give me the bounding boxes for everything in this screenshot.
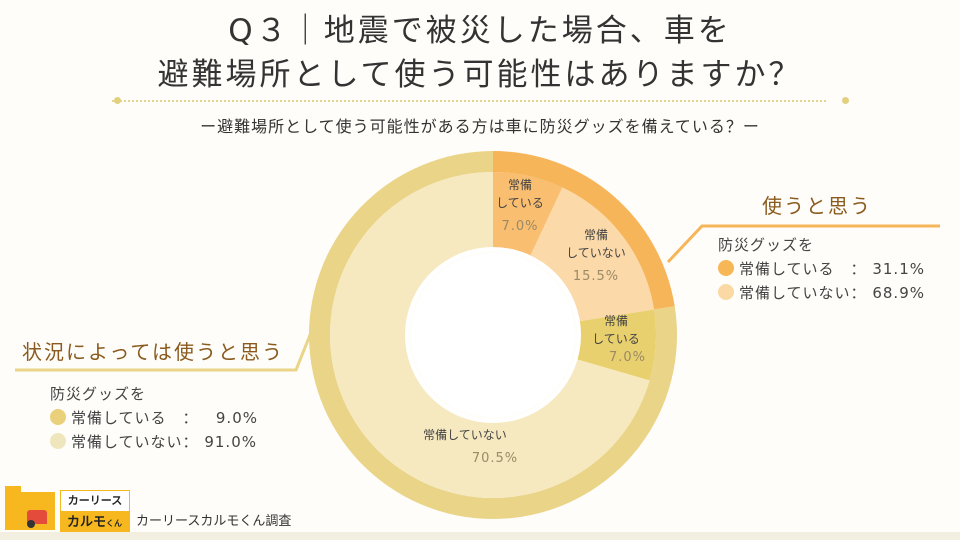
donut-hole — [411, 253, 575, 417]
subtitle: ー避難場所として使う可能性がある方は車に防災グッズを備えている？ー — [200, 117, 760, 136]
legend-item: 常備していない： 68.9% — [718, 281, 925, 305]
inner-ring-segment — [493, 172, 563, 258]
legend-caption: 防災グッズを — [50, 385, 147, 403]
connector-right — [666, 224, 940, 264]
right-group-legend: 防災グッズを 常備している ： 31.1% 常備していない： 68.9% — [718, 233, 925, 305]
legend-item: 常備している ： 9.0% — [50, 406, 258, 430]
legend-dot-icon — [718, 260, 734, 276]
legend-item: 常備していない： 91.0% — [50, 430, 258, 454]
segment-label: 常備 していない 15.5% — [566, 228, 626, 284]
inner-ring-segment — [330, 172, 650, 498]
legend-caption: 防災グッズを — [718, 236, 815, 254]
legend-dot-icon — [718, 284, 734, 300]
inner-ring-segment — [575, 309, 656, 381]
divider-dot — [842, 97, 849, 104]
footer-strip — [0, 532, 960, 540]
left-group-heading: 状況によっては使うと思う — [22, 340, 284, 364]
inner-ring-segment — [529, 187, 654, 322]
segment-label: 常備 している 7.0% — [496, 178, 544, 234]
left-group-legend: 防災グッズを 常備している ： 9.0% 常備していない： 91.0% — [50, 382, 258, 454]
legend-item: 常備している ： 31.1% — [718, 257, 925, 281]
logo-mark — [5, 484, 55, 534]
right-group-heading: 使うと思う — [762, 194, 872, 218]
legend-dot-icon — [50, 433, 66, 449]
divider — [112, 100, 826, 102]
segment-label: 常備していない 70.5% — [423, 428, 519, 466]
connector-left — [15, 329, 314, 372]
divider-dot — [114, 97, 121, 104]
title-line2: 避難場所として使う可能性はありますか？ — [157, 57, 803, 93]
title-line1: Q３｜地震で被災した場合、車を — [228, 13, 732, 49]
inner-white-ring — [405, 247, 581, 423]
legend-dot-icon — [50, 409, 66, 425]
outer-ring-segment — [493, 151, 675, 310]
source-note: カーリースカルモくん調査 — [136, 514, 292, 529]
segment-label: 常備 している 7.0% — [592, 314, 646, 365]
logo: カーリース カルモくん — [60, 490, 130, 536]
